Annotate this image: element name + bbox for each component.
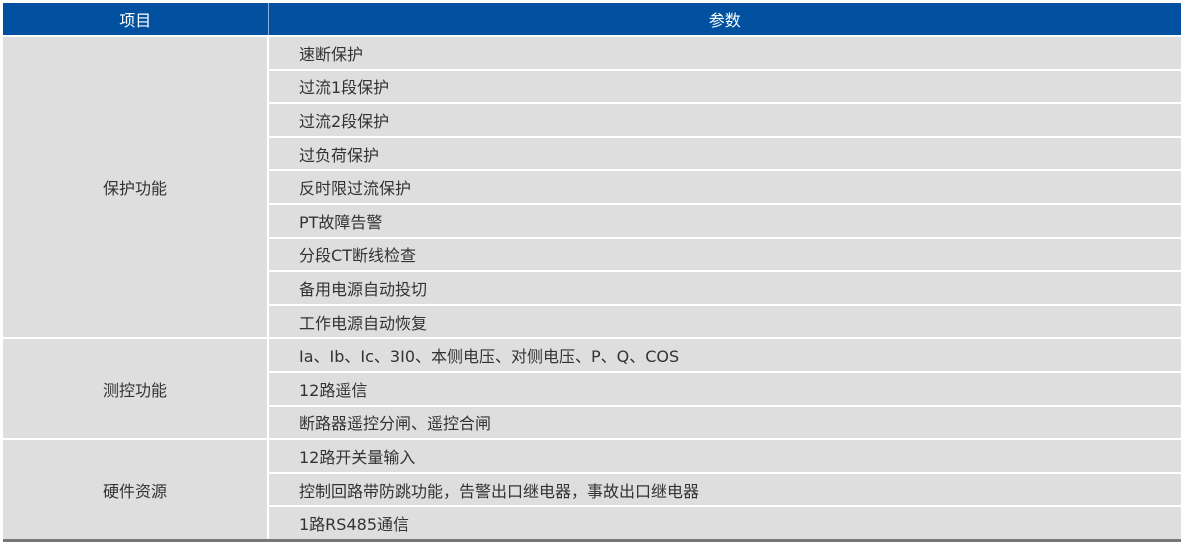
group-name: 保护功能 [3,34,269,339]
param-cell: PT故障告警 [268,202,1181,238]
table-row: 备用电源自动投切 [3,270,1181,305]
param-cell: 过负荷保护 [268,135,1181,171]
group-name: 测控功能 [3,337,269,440]
param-cell: 12路遥信 [268,370,1181,406]
table-row: 工作电源自动恢复 [3,303,1181,339]
table-row: 反时限过流保护 [3,169,1181,204]
param-cell: 断路器遥控分闸、遥控合闸 [268,404,1181,440]
table-row: 测控功能 Ia、Ib、Ic、3I0、本侧电压、对侧电压、P、Q、COS [3,337,1181,440]
param-cell: 速断保护 [268,35,1181,70]
param-cell: Ia、Ib、Ic、3I0、本侧电压、对侧电压、P、Q、COS [268,337,1181,372]
header-row: 项目 参数 [3,3,1181,36]
param-cell: 工作电源自动恢复 [268,303,1181,339]
table-row: 过流2段保护 [3,102,1181,137]
table-row: PT故障告警 [3,202,1181,238]
table-row: 12路遥信 [3,370,1181,406]
param-cell: 过流1段保护 [268,68,1181,104]
param-cell: 分段CT断线检查 [268,236,1181,272]
table-row: 保护功能 速断保护 [3,34,1181,339]
table-row: 硬件资源 12路开关量输入 [3,438,1181,542]
param-cell: 12路开关量输入 [268,438,1181,473]
spec-table: 项目 参数 保护功能 速断保护 过流1段保护 过流2段保护 过负荷保护 反时限过流保护 PT… [3,3,1181,542]
table-row: 控制回路带防跳功能，告警出口继电器，事故出口继电器 [3,471,1181,507]
group-name: 硬件资源 [3,438,269,542]
table-row: 过流1段保护 [3,68,1181,104]
param-cell: 过流2段保护 [268,102,1181,137]
table-row: 断路器遥控分闸、遥控合闸 [3,404,1181,440]
param-cell: 备用电源自动投切 [268,270,1181,305]
header-item: 项目 [3,3,269,36]
param-cell: 反时限过流保护 [268,169,1181,204]
param-cell: 1路RS485通信 [268,505,1181,542]
table-row: 过负荷保护 [3,135,1181,171]
table-row: 分段CT断线检查 [3,236,1181,272]
header-params: 参数 [268,3,1181,36]
param-cell: 控制回路带防跳功能，告警出口继电器，事故出口继电器 [268,471,1181,507]
